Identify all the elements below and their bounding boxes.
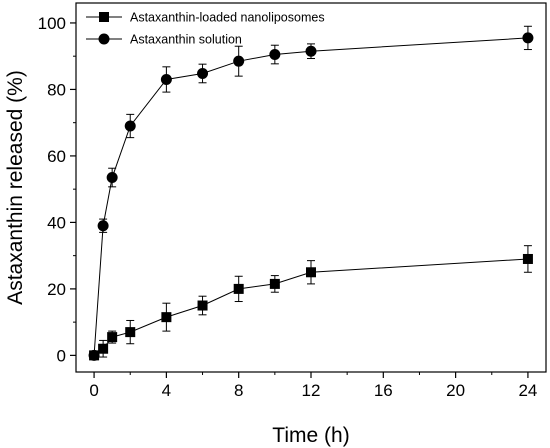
data-point: [125, 327, 136, 338]
x-tick-label: 8: [234, 381, 243, 400]
data-point: [233, 283, 244, 294]
data-point: [106, 172, 118, 184]
y-tick-label: 20: [47, 280, 66, 299]
y-axis-title: Astaxanthin released (%): [4, 70, 27, 305]
data-point: [522, 32, 534, 44]
data-point: [269, 49, 281, 61]
data-point: [98, 343, 109, 354]
y-tick-label: 40: [47, 213, 66, 232]
series-square: [89, 245, 533, 361]
data-point: [107, 332, 118, 343]
legend-label: Astaxanthin solution: [130, 33, 242, 47]
data-point: [197, 67, 209, 79]
series-circle: [88, 25, 534, 361]
data-point: [161, 312, 172, 323]
data-point: [233, 55, 245, 67]
x-tick-label: 24: [518, 381, 537, 400]
x-axis-title: Time (h): [272, 424, 349, 447]
y-tick-label: 80: [47, 80, 66, 99]
data-point: [124, 120, 136, 132]
data-point: [88, 349, 100, 361]
x-tick-label: 0: [89, 381, 98, 400]
x-tick-label: 16: [374, 381, 393, 400]
series-line: [93, 258, 528, 356]
y-tick-label: 100: [38, 14, 66, 33]
data-point: [522, 253, 533, 264]
legend-marker: [99, 12, 109, 22]
data-point: [269, 278, 280, 289]
data-point: [197, 300, 208, 311]
series-layer: [88, 25, 534, 361]
data-point: [160, 73, 172, 85]
data-point: [306, 267, 316, 278]
y-tick-label: 60: [47, 147, 66, 166]
x-tick-label: 4: [162, 381, 171, 400]
x-tick-label: 20: [446, 381, 465, 400]
y-tick-label: 0: [57, 346, 66, 365]
legend-marker: [98, 33, 110, 45]
x-axis-ticks: 0 4 8 12 16 20 24: [89, 372, 537, 400]
series-line: [93, 37, 528, 356]
data-point: [97, 220, 109, 232]
legend: Astaxanthin-loaded nanoliposomes Astaxant…: [86, 11, 325, 47]
x-tick-label: 12: [302, 381, 321, 400]
legend-label: Astaxanthin-loaded nanoliposomes: [130, 11, 325, 25]
data-point: [305, 45, 317, 57]
y-axis-ticks: 0 20 40 60 80 100: [38, 14, 76, 365]
